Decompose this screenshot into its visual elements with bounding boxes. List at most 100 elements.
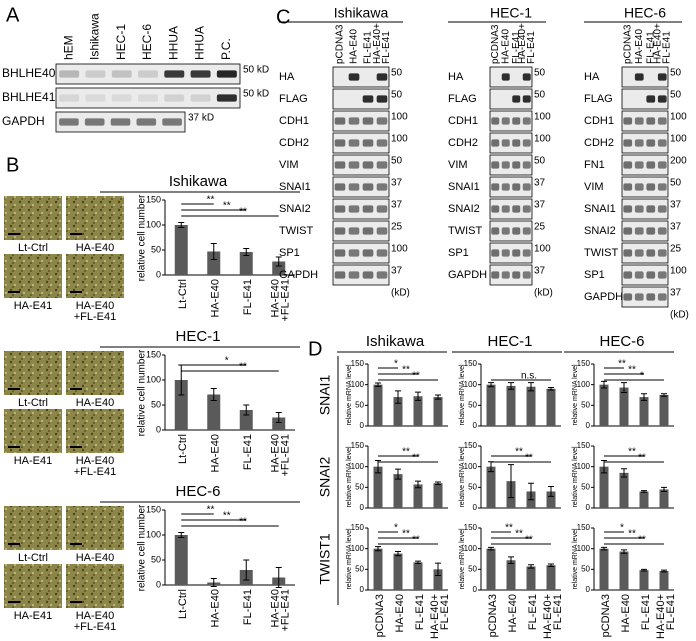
band — [362, 227, 374, 235]
band — [348, 249, 360, 257]
significance-label: ** — [223, 201, 231, 212]
band — [491, 271, 500, 279]
x-tick-label: pCDNA3 — [374, 594, 386, 637]
blot — [489, 198, 533, 220]
x-tick-label: HA-E40 — [270, 589, 282, 628]
y-axis-label: relative mRNA level — [572, 446, 579, 508]
y-tick-label: 50 — [355, 564, 364, 573]
image-label: HA-E40 — [76, 610, 115, 622]
band — [501, 249, 510, 257]
blot — [332, 242, 390, 264]
lane-label: pCDNA3 — [490, 24, 501, 64]
marker-label: 200 — [670, 156, 687, 167]
error-bar — [210, 578, 217, 587]
significance-label: ** — [239, 362, 247, 373]
band — [491, 205, 500, 213]
band — [491, 161, 500, 169]
x-tick-label: FL-E41 — [439, 594, 451, 630]
error-bar — [243, 404, 250, 416]
blot-label: FLAG — [584, 93, 613, 105]
marker-label: 100 — [534, 112, 551, 123]
error-bar — [508, 382, 514, 390]
panel-title: Ishikawa — [334, 5, 389, 21]
band — [334, 249, 346, 257]
blot — [621, 154, 669, 176]
y-axis-label: relative mRNA level — [572, 364, 579, 426]
blot-label: VIM — [584, 181, 604, 193]
band — [491, 183, 500, 191]
blot-label: VIM — [279, 159, 299, 171]
error-bar — [641, 393, 647, 401]
band — [634, 139, 644, 147]
significance-label: ** — [239, 207, 247, 218]
bar — [393, 553, 403, 590]
significance-label: ** — [618, 359, 626, 370]
y-tick-label: 0 — [156, 424, 161, 434]
significance-label: ** — [515, 447, 523, 458]
band — [634, 271, 644, 279]
band — [512, 227, 521, 235]
band — [634, 117, 644, 125]
blot — [621, 242, 669, 264]
band — [501, 271, 510, 279]
micrograph — [4, 254, 62, 298]
lane-label: HEC-6 — [140, 24, 154, 60]
band — [348, 139, 360, 147]
error-bar — [395, 551, 401, 557]
significance-label: ** — [207, 505, 215, 516]
marker-label: 100 — [391, 244, 408, 255]
y-tick-label: 50 — [468, 400, 477, 409]
band — [501, 73, 510, 81]
bar — [506, 385, 516, 426]
y-axis-label: relative cell number — [137, 349, 148, 436]
blot-label: SNAI2 — [584, 225, 616, 237]
blot — [489, 154, 533, 176]
marker-label: 37 — [534, 178, 546, 189]
blot-label: CDH2 — [279, 137, 309, 149]
bar — [526, 386, 536, 426]
band — [512, 95, 521, 103]
blot-label: SP1 — [584, 269, 605, 281]
marker-label: 37 kD — [188, 113, 214, 124]
bar — [599, 466, 609, 508]
marker-label: 100 — [391, 134, 408, 145]
blot — [332, 66, 390, 88]
band — [136, 118, 157, 126]
blot — [621, 198, 669, 220]
band — [491, 227, 500, 235]
band — [334, 161, 346, 169]
marker-label: 37 — [391, 266, 403, 277]
significance-label: ** — [525, 535, 533, 546]
blot-label: SNAI2 — [279, 203, 311, 215]
x-tick-label: HA-E40 — [394, 594, 406, 633]
y-tick-label: 150 — [146, 194, 161, 204]
y-tick-label: 50 — [355, 400, 364, 409]
x-tick-label: pCDNA3 — [487, 594, 499, 637]
band — [634, 205, 644, 213]
y-tick-label: 0 — [360, 421, 365, 430]
blot — [332, 132, 390, 154]
bar — [639, 570, 649, 590]
blot-label: FN1 — [584, 159, 605, 171]
band — [634, 249, 644, 257]
x-tick-label: pCDNA3 — [600, 594, 612, 637]
band — [512, 161, 521, 169]
band — [522, 95, 531, 103]
bar — [207, 394, 221, 430]
error-bar — [661, 393, 667, 397]
y-axis-label: relative mRNA level — [459, 364, 466, 426]
band — [512, 205, 521, 213]
bar — [393, 397, 403, 426]
band — [111, 94, 132, 102]
band — [522, 249, 531, 257]
blot-label: SP1 — [448, 247, 469, 259]
band — [657, 205, 667, 213]
error-bar — [375, 459, 381, 474]
marker-label: 50 — [670, 178, 682, 189]
y-tick-label: 100 — [464, 462, 478, 471]
bar — [433, 483, 443, 508]
band — [623, 249, 633, 257]
x-tick-label: Lt-Ctrl — [177, 434, 189, 464]
y-tick-label: 100 — [464, 380, 478, 389]
